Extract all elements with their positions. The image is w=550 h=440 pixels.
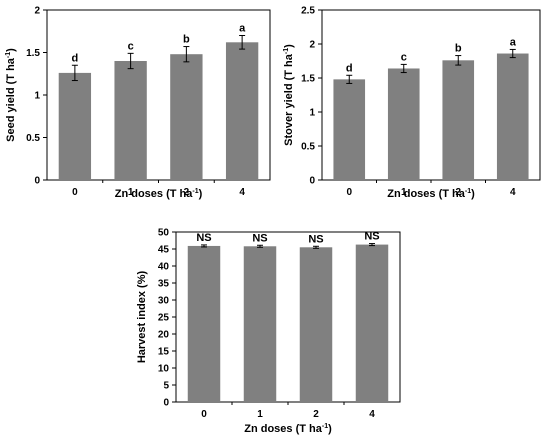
x-axis-label-sup: -1: [192, 188, 198, 195]
x-axis-label-end: ): [328, 423, 332, 435]
y-tick-label: 0: [163, 398, 169, 409]
y-tick-label: 0.5: [26, 133, 40, 144]
bar: [299, 247, 333, 402]
y-axis-label-sup: -1: [283, 48, 290, 54]
y-tick-label: 1.5: [26, 48, 40, 59]
x-tick-label: 4: [239, 187, 245, 198]
x-tick-label: 2: [184, 187, 190, 198]
significance-label: d: [346, 62, 353, 74]
significance-label: NS: [252, 232, 267, 244]
x-axis-label-text: Zn doses (T ha: [115, 188, 194, 200]
bar: [225, 42, 259, 180]
y-axis-label-text: Seed yield (T ha: [5, 57, 17, 142]
x-axis-label: Zn doses (T ha-1): [244, 423, 332, 435]
x-tick-label: 1: [401, 187, 407, 198]
bar: [170, 54, 203, 181]
x-axis-label-end: ): [471, 188, 475, 200]
x-axis-label-sup: -1: [322, 423, 328, 430]
x-tick-label: 0: [72, 187, 78, 198]
y-axis-label: Stover yield (T ha-1): [283, 44, 295, 146]
chart-3: 0 5 10 15 20 25 30 35 40 45 50 NS 0 NS 1 NS 2 NS 4 Zn doses…: [136, 228, 401, 435]
bar: [496, 53, 529, 180]
x-axis-label-sup: -1: [465, 188, 471, 195]
x-tick-label: 0: [346, 187, 352, 198]
bar: [58, 72, 92, 180]
significance-label: NS: [196, 232, 211, 244]
y-tick-label: 45: [158, 245, 170, 256]
y-tick-label: 1.5: [301, 74, 315, 85]
y-tick-label: 15: [158, 347, 170, 358]
significance-label: a: [239, 23, 246, 35]
bar: [387, 68, 420, 180]
y-axis-label: Seed yield (T ha-1): [5, 48, 17, 142]
significance-label: c: [401, 51, 407, 63]
significance-label: a: [510, 36, 517, 48]
y-axis-label-end: ): [283, 44, 295, 48]
y-tick-label: 30: [158, 296, 170, 307]
y-tick-label: 25: [158, 313, 170, 324]
y-tick-label: 50: [158, 228, 170, 239]
y-axis-label-text: Harvest index (%): [136, 271, 148, 364]
x-axis-label-end: ): [199, 188, 203, 200]
x-axis-label-text: Zn doses (T ha: [244, 423, 323, 435]
significance-label: d: [72, 52, 79, 64]
y-tick-label: 35: [158, 279, 170, 290]
y-tick-label: 2: [309, 40, 315, 51]
significance-label: b: [183, 34, 190, 46]
bar: [333, 79, 366, 180]
y-tick-label: 0.5: [301, 142, 315, 153]
x-tick-label: 2: [455, 187, 461, 198]
bar: [243, 246, 277, 402]
x-tick-label: 1: [128, 187, 134, 198]
y-axis-label-end: ): [5, 48, 17, 52]
y-tick-label: 10: [158, 364, 170, 375]
x-axis-label: Zn doses (T ha-1): [115, 188, 203, 200]
y-axis-label-sup: -1: [5, 52, 12, 58]
bar: [187, 245, 221, 402]
bar: [114, 61, 147, 180]
x-tick-label: 4: [510, 187, 516, 198]
y-tick-label: 5: [163, 381, 169, 392]
significance-label: NS: [308, 233, 323, 245]
x-axis-label: Zn doses (T ha-1): [387, 188, 475, 200]
bar: [442, 60, 475, 180]
x-axis-label-text: Zn doses (T ha: [387, 188, 466, 200]
x-tick-label: 1: [257, 409, 263, 420]
significance-label: NS: [364, 231, 379, 243]
y-tick-label: 1: [309, 108, 315, 119]
y-axis-label: Harvest index (%): [136, 271, 148, 364]
x-tick-label: 2: [313, 409, 319, 420]
y-tick-label: 2: [34, 6, 40, 17]
y-tick-label: 1: [34, 91, 40, 102]
significance-label: c: [128, 40, 134, 52]
y-tick-label: 20: [158, 330, 170, 341]
significance-label: b: [455, 43, 462, 55]
bar: [355, 244, 389, 402]
y-tick-label: 0: [34, 176, 40, 187]
y-tick-label: 0: [309, 176, 315, 187]
y-axis-label-text: Stover yield (T ha: [283, 53, 295, 146]
y-tick-label: 2.5: [301, 6, 315, 17]
y-tick-label: 40: [158, 262, 170, 273]
x-tick-label: 0: [201, 409, 207, 420]
x-tick-label: 4: [369, 409, 375, 420]
